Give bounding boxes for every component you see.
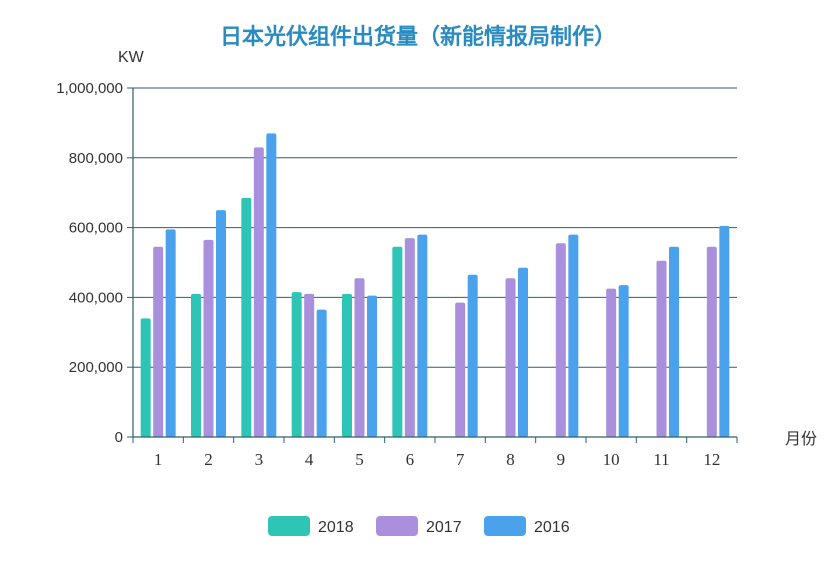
bar xyxy=(354,278,365,437)
bar xyxy=(518,267,528,437)
legend-label: 2017 xyxy=(426,519,462,536)
bar xyxy=(555,243,566,437)
legend-label: 2018 xyxy=(318,519,354,536)
y-tick-label: 600,000 xyxy=(69,220,123,237)
x-tick-labels: 1 2 3 4 5 6 7 8 9 10 11 12 xyxy=(154,450,720,469)
y-tick-labels: 0 200,000 400,000 600,000 800,000 1,000,000 xyxy=(56,80,123,446)
bar xyxy=(140,318,151,437)
axes xyxy=(132,88,738,443)
x-tick-label: 11 xyxy=(653,450,669,469)
bar xyxy=(669,246,679,437)
x-tick-label: 12 xyxy=(703,450,720,469)
legend-swatch xyxy=(376,516,418,536)
bar xyxy=(392,246,403,437)
bar xyxy=(191,293,201,437)
bar xyxy=(266,133,277,437)
grid-lines xyxy=(127,87,737,438)
bar xyxy=(316,309,327,437)
bar xyxy=(404,238,415,437)
bar xyxy=(706,246,717,437)
y-tick-label: 200,000 xyxy=(69,359,123,376)
x-tick-label: 3 xyxy=(255,450,264,469)
y-tick-label: 400,000 xyxy=(69,289,123,306)
x-tick-label: 9 xyxy=(557,450,566,469)
bar xyxy=(216,210,226,437)
bar xyxy=(165,229,176,437)
bar xyxy=(241,197,252,437)
legend-swatch xyxy=(484,516,526,536)
bar xyxy=(656,260,667,437)
x-tick-label: 8 xyxy=(506,450,515,469)
bar xyxy=(568,234,579,437)
bar xyxy=(304,293,315,437)
chart-title: 日本光伏组件出货量（新能情报局制作） xyxy=(220,24,616,50)
x-tick-label: 1 xyxy=(154,450,163,469)
x-tick-label: 7 xyxy=(456,450,465,469)
bar xyxy=(253,147,264,437)
x-tick-label: 2 xyxy=(204,450,213,469)
bar xyxy=(342,293,352,437)
legend: 2018 2017 2016 xyxy=(268,516,570,536)
bar xyxy=(203,239,214,437)
legend-label: 2016 xyxy=(534,519,570,536)
legend-swatch xyxy=(268,516,310,536)
bar xyxy=(467,274,478,437)
x-tick-label: 10 xyxy=(603,450,620,469)
x-tick-label: 4 xyxy=(305,450,314,469)
bar xyxy=(505,278,516,437)
y-axis-unit-label: KW xyxy=(118,49,145,66)
bar xyxy=(455,302,466,437)
y-tick-label: 1,000,000 xyxy=(56,80,123,97)
y-tick-label: 0 xyxy=(115,429,123,446)
bar xyxy=(417,234,428,437)
bar xyxy=(153,246,164,437)
bar xyxy=(719,225,730,437)
x-tick-label: 6 xyxy=(406,450,415,469)
y-tick-label: 800,000 xyxy=(69,150,123,167)
bar xyxy=(606,288,617,437)
x-tick-label: 5 xyxy=(355,450,364,469)
bar xyxy=(291,292,302,437)
bar xyxy=(367,295,377,437)
x-axis-label: 月份 xyxy=(785,430,817,448)
bar xyxy=(618,285,629,437)
bars xyxy=(140,133,730,437)
